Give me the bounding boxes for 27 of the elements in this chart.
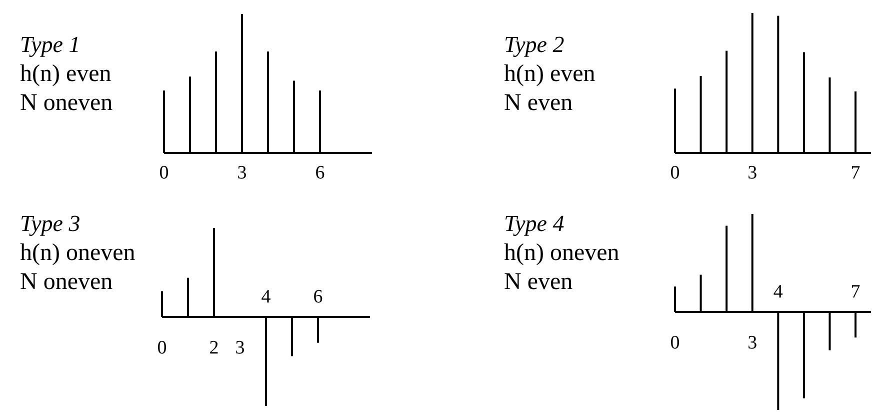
x-tick-label: 3 bbox=[235, 338, 245, 358]
x-tick-label: 2 bbox=[209, 338, 219, 358]
text: Type 2 bbox=[504, 32, 564, 57]
x-tick-label: 0 bbox=[157, 338, 167, 358]
x2-tick-label: 4 bbox=[261, 286, 272, 308]
text: N oneven bbox=[20, 90, 113, 116]
text: h(n) oneven bbox=[504, 240, 620, 266]
text: N even bbox=[504, 90, 573, 116]
chart-title: Type 4 bbox=[504, 211, 564, 236]
x-tick-label: 0 bbox=[670, 332, 680, 354]
x-tick-label: 3 bbox=[748, 332, 758, 354]
chart-title: Type 3 bbox=[20, 211, 80, 236]
text: h(n) even bbox=[504, 61, 596, 87]
x-tick-label: 0 bbox=[670, 162, 680, 184]
text: Type 1 bbox=[20, 32, 80, 57]
x-tick-label: 3 bbox=[748, 162, 758, 184]
text: N oneven bbox=[20, 269, 113, 295]
text: N even bbox=[504, 269, 573, 295]
x-tick-label: 6 bbox=[315, 162, 325, 184]
x-tick-label: 0 bbox=[159, 162, 169, 184]
text: h(n) even bbox=[20, 61, 112, 87]
x2-tick-label: 4 bbox=[773, 282, 784, 302]
x-tick-label: 3 bbox=[237, 162, 247, 184]
x2-tick-label: 7 bbox=[850, 282, 860, 302]
x-tick-label: 7 bbox=[850, 162, 860, 184]
x2-tick-label: 6 bbox=[313, 286, 323, 308]
text: h(n) oneven bbox=[20, 240, 136, 266]
